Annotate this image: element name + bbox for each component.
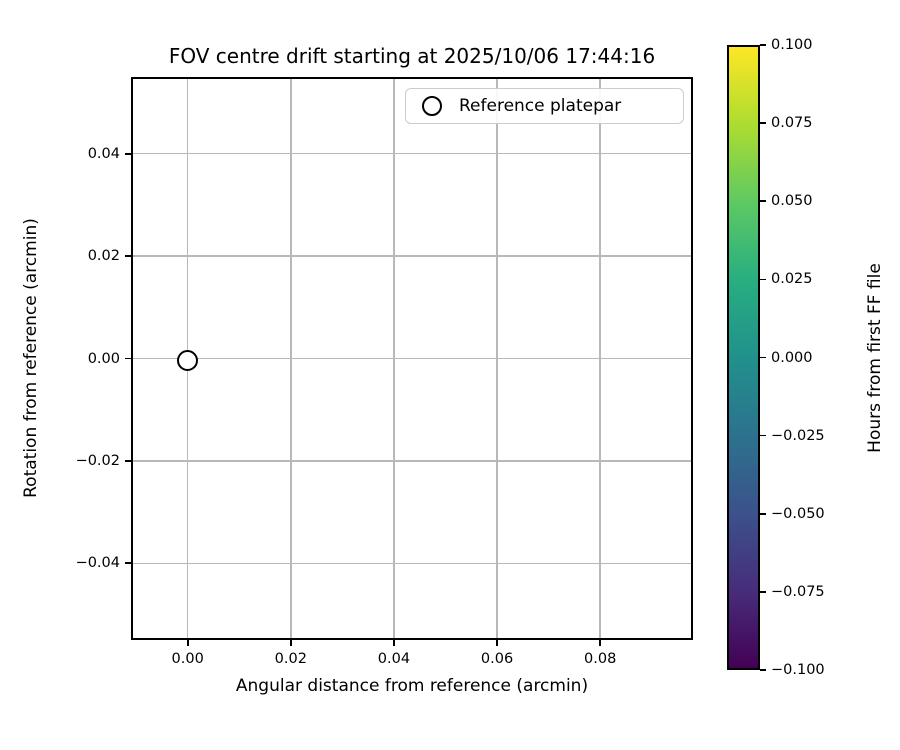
colorbar-tick-label: 0.075 (771, 115, 813, 132)
y-gridline (133, 255, 691, 257)
colorbar-tick-mark (760, 122, 766, 124)
x-tick-mark (186, 640, 189, 646)
x-tick-label: 0.06 (480, 651, 514, 667)
open-circle-marker-icon (422, 96, 442, 116)
y-tick-label: 0.04 (87, 145, 120, 162)
x-tick-mark (496, 640, 498, 646)
colorbar-tick-label: −0.050 (771, 505, 825, 522)
chart-title: FOV centre drift starting at 2025/10/06 … (168, 44, 656, 68)
y-gridline (133, 153, 691, 155)
colorbar-tick-label: 0.000 (771, 349, 813, 366)
x-tick-label: 0.04 (377, 651, 411, 667)
y-gridline (133, 562, 691, 564)
colorbar-label: Hours from first FF file (865, 263, 885, 453)
y-tick-mark (125, 357, 131, 360)
colorbar-gradient (729, 47, 758, 668)
y-gridline (133, 357, 691, 360)
y-tick-label: −0.02 (75, 452, 120, 469)
x-axis-label: Angular distance from reference (arcmin) (235, 676, 589, 696)
colorbar-tick-mark (760, 591, 766, 593)
x-tick-mark (290, 640, 292, 646)
colorbar-tick-mark (760, 200, 766, 203)
x-tick-label: 0.08 (584, 651, 617, 667)
y-tick-label: 0.00 (87, 350, 120, 367)
colorbar-tick-label: −0.075 (771, 583, 825, 600)
y-tick-mark (125, 152, 131, 155)
y-tick-label: 0.02 (87, 248, 120, 265)
y-gridline (133, 460, 691, 462)
colorbar-tick-mark (760, 669, 766, 671)
reference-platepar-point (177, 349, 199, 371)
colorbar-tick-label: 0.050 (771, 193, 813, 210)
x-tick-mark (393, 640, 395, 646)
legend-label: Reference platepar (459, 96, 622, 116)
colorbar-tick-label: 0.025 (771, 271, 813, 288)
colorbar (727, 45, 760, 670)
colorbar-tick-mark (760, 356, 766, 359)
colorbar-tick-label: −0.025 (771, 427, 825, 444)
plot-area: Reference platepar (131, 77, 693, 640)
y-tick-mark (125, 255, 131, 257)
y-axis-label: Rotation from reference (arcmin) (21, 218, 41, 498)
colorbar-tick-mark (760, 278, 766, 281)
colorbar-tick-label: −0.100 (771, 662, 825, 678)
y-tick-mark (125, 460, 131, 462)
y-tick-mark (125, 562, 131, 565)
colorbar-tick-mark (760, 512, 766, 515)
y-tick-label: −0.04 (75, 555, 120, 572)
legend: Reference platepar (405, 88, 684, 124)
x-tick-mark (599, 640, 601, 646)
x-tick-label: 0.00 (171, 651, 204, 667)
colorbar-tick-mark (760, 434, 766, 437)
x-tick-label: 0.02 (274, 651, 307, 667)
colorbar-tick-label: 0.100 (771, 37, 813, 53)
colorbar-tick-mark (760, 44, 766, 46)
